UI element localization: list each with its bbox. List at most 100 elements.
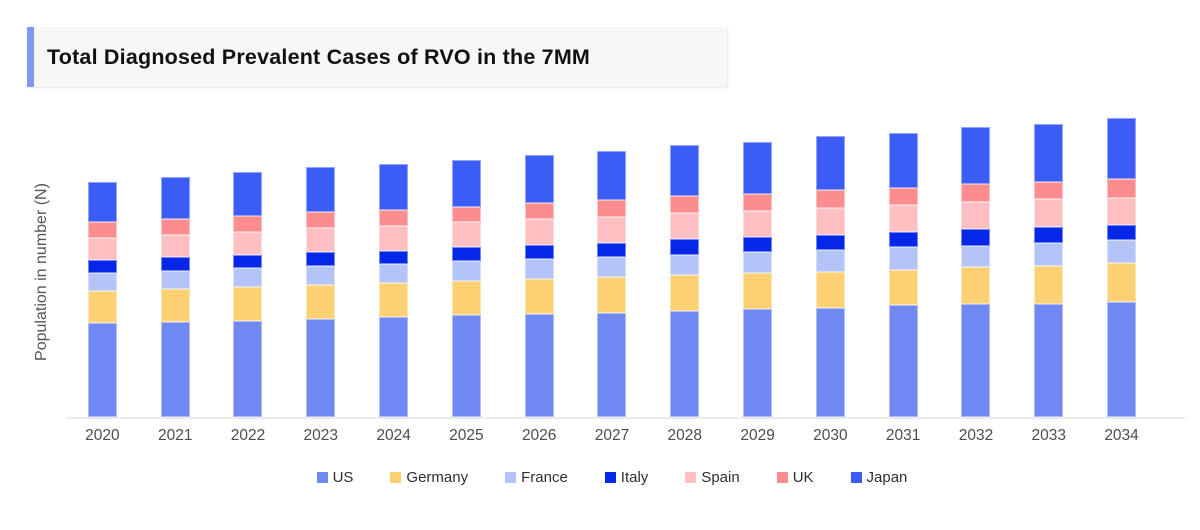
bar-segment-germany[interactable] [451, 281, 481, 315]
bar-segment-us[interactable] [306, 319, 336, 417]
bar-segment-italy[interactable] [233, 255, 263, 268]
bar-segment-uk[interactable] [524, 203, 554, 219]
bar-segment-germany[interactable] [743, 273, 773, 309]
bar-segment-uk[interactable] [87, 222, 117, 238]
bar-segment-france[interactable] [961, 246, 991, 267]
bar-2022[interactable] [212, 172, 285, 417]
legend-item-germany[interactable]: Germany [390, 469, 468, 486]
bar-segment-uk[interactable] [743, 194, 773, 211]
legend-item-uk[interactable]: UK [776, 469, 814, 486]
bar-2024[interactable] [357, 164, 430, 417]
bar-2032[interactable] [940, 127, 1013, 417]
bar-segment-uk[interactable] [160, 219, 190, 235]
bar-segment-italy[interactable] [1107, 225, 1137, 240]
bar-2029[interactable] [721, 142, 794, 417]
bar-segment-uk[interactable] [451, 207, 481, 222]
bar-segment-germany[interactable] [306, 285, 336, 319]
bar-segment-us[interactable] [160, 322, 190, 417]
bar-segment-germany[interactable] [597, 277, 627, 313]
bar-segment-japan[interactable] [451, 160, 481, 207]
bar-segment-france[interactable] [379, 264, 409, 283]
bar-segment-japan[interactable] [888, 133, 918, 188]
bar-segment-germany[interactable] [888, 270, 918, 305]
bar-segment-germany[interactable] [1107, 263, 1137, 302]
bar-segment-italy[interactable] [743, 237, 773, 252]
bar-segment-uk[interactable] [888, 188, 918, 205]
bar-segment-france[interactable] [87, 273, 117, 291]
bar-segment-spain[interactable] [306, 228, 336, 252]
bar-2028[interactable] [648, 145, 721, 417]
bar-segment-italy[interactable] [160, 257, 190, 271]
bar-segment-us[interactable] [888, 305, 918, 417]
bar-segment-us[interactable] [815, 308, 845, 417]
bar-segment-uk[interactable] [233, 216, 263, 232]
bar-segment-spain[interactable] [1034, 199, 1064, 227]
bar-2027[interactable] [576, 151, 649, 417]
bar-segment-uk[interactable] [1107, 179, 1137, 198]
bar-segment-japan[interactable] [1034, 124, 1064, 182]
bar-segment-germany[interactable] [670, 275, 700, 311]
bar-segment-italy[interactable] [451, 247, 481, 261]
bar-segment-us[interactable] [451, 315, 481, 417]
bar-segment-italy[interactable] [1034, 227, 1064, 243]
bar-segment-germany[interactable] [815, 272, 845, 308]
bar-segment-uk[interactable] [961, 184, 991, 202]
bar-segment-france[interactable] [233, 268, 263, 287]
bar-segment-spain[interactable] [597, 217, 627, 243]
bar-segment-us[interactable] [1034, 304, 1064, 417]
bar-segment-us[interactable] [743, 309, 773, 417]
bar-segment-spain[interactable] [160, 235, 190, 257]
bar-2025[interactable] [430, 160, 503, 417]
bar-segment-france[interactable] [597, 257, 627, 277]
bar-segment-italy[interactable] [597, 243, 627, 257]
bar-segment-spain[interactable] [451, 222, 481, 247]
bar-segment-uk[interactable] [1034, 182, 1064, 199]
bar-segment-spain[interactable] [888, 205, 918, 232]
bar-segment-us[interactable] [670, 311, 700, 417]
bar-segment-italy[interactable] [379, 251, 409, 264]
bar-2034[interactable] [1085, 118, 1158, 417]
bar-2021[interactable] [139, 177, 212, 417]
bar-2023[interactable] [284, 167, 357, 417]
legend-item-france[interactable]: France [505, 469, 568, 486]
bar-segment-us[interactable] [233, 321, 263, 417]
bar-segment-japan[interactable] [379, 164, 409, 210]
bar-segment-france[interactable] [670, 255, 700, 275]
bar-segment-spain[interactable] [524, 219, 554, 245]
bar-segment-japan[interactable] [670, 145, 700, 196]
bar-segment-spain[interactable] [233, 232, 263, 255]
bar-segment-germany[interactable] [87, 291, 117, 323]
bar-segment-japan[interactable] [87, 182, 117, 222]
bar-segment-france[interactable] [815, 250, 845, 272]
bar-segment-spain[interactable] [1107, 198, 1137, 225]
bar-2020[interactable] [66, 182, 139, 417]
bar-segment-spain[interactable] [961, 202, 991, 229]
bar-2026[interactable] [503, 155, 576, 417]
bar-segment-italy[interactable] [306, 252, 336, 266]
bar-segment-italy[interactable] [524, 245, 554, 259]
bar-segment-uk[interactable] [597, 200, 627, 217]
bar-segment-spain[interactable] [815, 208, 845, 235]
bar-segment-italy[interactable] [87, 260, 117, 273]
bar-segment-uk[interactable] [670, 196, 700, 213]
bar-segment-uk[interactable] [815, 190, 845, 208]
bar-segment-germany[interactable] [233, 287, 263, 321]
bar-segment-japan[interactable] [743, 142, 773, 194]
bar-segment-france[interactable] [1107, 240, 1137, 263]
bar-segment-japan[interactable] [961, 127, 991, 184]
bar-segment-japan[interactable] [815, 136, 845, 190]
bar-segment-us[interactable] [597, 313, 627, 417]
bar-segment-uk[interactable] [379, 210, 409, 226]
bar-segment-italy[interactable] [815, 235, 845, 250]
bar-segment-us[interactable] [87, 323, 117, 417]
bar-segment-spain[interactable] [87, 238, 117, 260]
bar-segment-germany[interactable] [1034, 266, 1064, 304]
bar-segment-germany[interactable] [379, 283, 409, 317]
bar-segment-france[interactable] [888, 247, 918, 270]
bar-segment-japan[interactable] [233, 172, 263, 216]
bar-segment-france[interactable] [743, 252, 773, 273]
bar-segment-germany[interactable] [524, 279, 554, 314]
bar-segment-france[interactable] [451, 261, 481, 281]
bar-segment-spain[interactable] [670, 213, 700, 239]
legend-item-japan[interactable]: Japan [850, 469, 907, 486]
